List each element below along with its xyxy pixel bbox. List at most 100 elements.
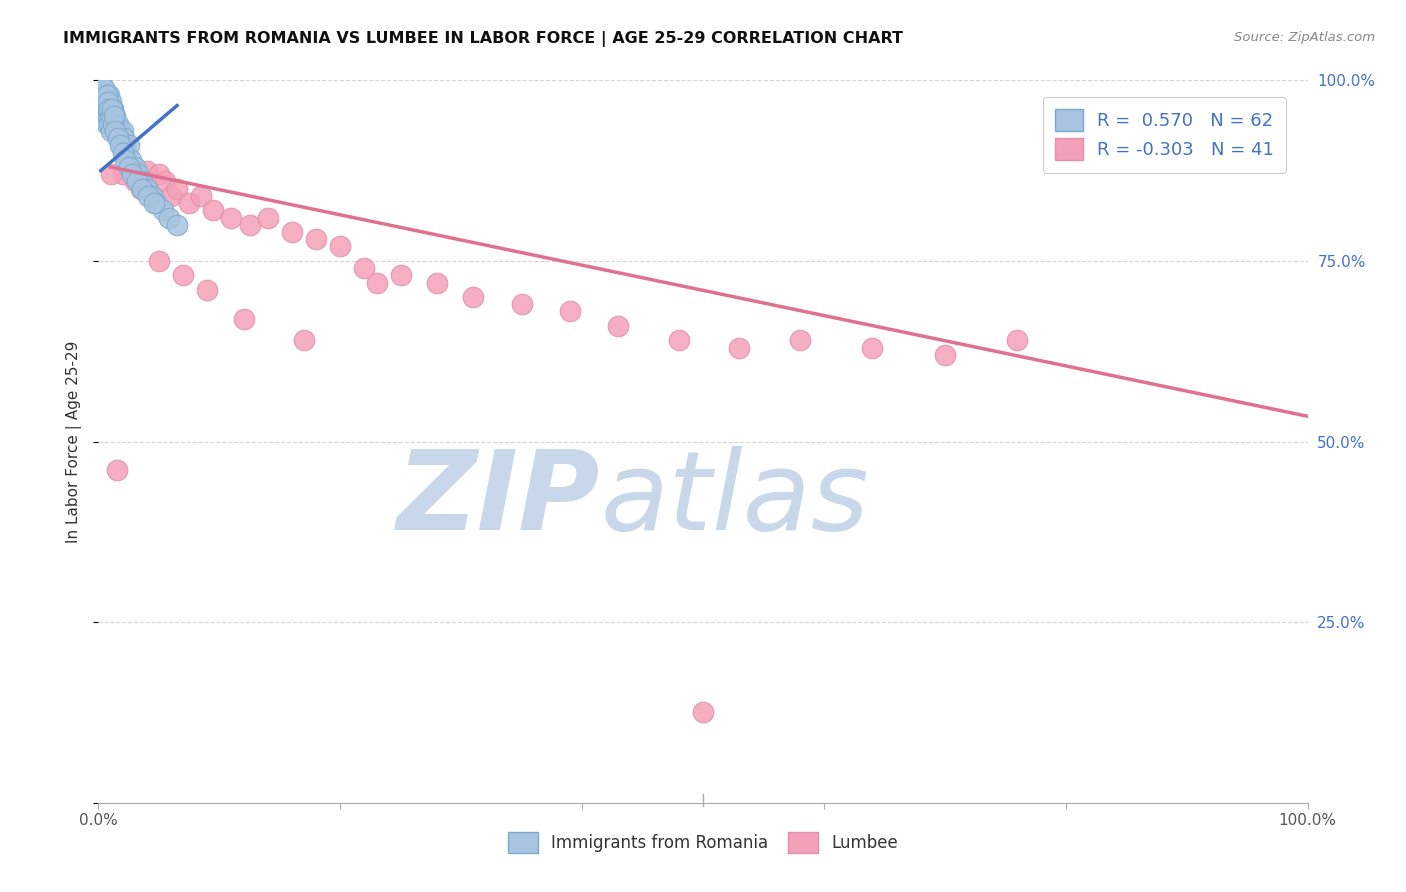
Point: [124, 174, 146, 188]
Point: [136, 189, 159, 203]
Point: [131, 174, 153, 188]
Point: [558, 304, 581, 318]
Point: [100, 95, 122, 109]
Point: [100, 167, 122, 181]
Point: [97, 110, 120, 124]
Point: [353, 261, 375, 276]
Point: [107, 117, 129, 131]
Point: [124, 160, 146, 174]
Point: [118, 160, 141, 174]
Point: [94, 95, 117, 109]
Text: ZIP: ZIP: [396, 446, 600, 553]
Point: [118, 138, 141, 153]
Point: [114, 153, 136, 167]
Point: [143, 196, 166, 211]
Point: [860, 341, 883, 355]
Point: [108, 138, 131, 153]
Text: Source: ZipAtlas.com: Source: ZipAtlas.com: [1234, 31, 1375, 45]
Legend: Immigrants from Romania, Lumbee: Immigrants from Romania, Lumbee: [501, 826, 905, 860]
Point: [105, 463, 128, 477]
Point: [256, 211, 278, 225]
Point: [91, 87, 114, 102]
Point: [142, 189, 165, 203]
Point: [463, 290, 485, 304]
Point: [100, 102, 122, 116]
Point: [232, 311, 254, 326]
Point: [305, 232, 328, 246]
Point: [934, 348, 956, 362]
Point: [101, 117, 124, 131]
Point: [190, 189, 212, 203]
Point: [96, 117, 118, 131]
Point: [728, 341, 751, 355]
Point: [108, 124, 131, 138]
Point: [172, 268, 194, 283]
Point: [100, 110, 122, 124]
Point: [107, 131, 129, 145]
Point: [366, 276, 388, 290]
Point: [90, 95, 112, 109]
Point: [127, 167, 149, 181]
Point: [111, 145, 134, 160]
Point: [129, 182, 152, 196]
Point: [93, 80, 115, 95]
Point: [103, 110, 125, 124]
Point: [179, 196, 201, 211]
Point: [115, 145, 138, 160]
Point: [111, 167, 134, 181]
Point: [112, 131, 135, 145]
Point: [135, 182, 157, 196]
Point: [110, 138, 132, 153]
Point: [329, 239, 352, 253]
Point: [108, 131, 131, 145]
Point: [121, 167, 143, 181]
Point: [120, 153, 142, 167]
Point: [94, 87, 117, 102]
Point: [91, 80, 114, 95]
Point: [1007, 334, 1029, 348]
Point: [100, 124, 122, 138]
Point: [118, 160, 141, 174]
Point: [100, 110, 122, 124]
Point: [692, 706, 714, 720]
Point: [111, 124, 134, 138]
Point: [239, 218, 262, 232]
Point: [103, 117, 125, 131]
Point: [97, 102, 120, 116]
Point: [141, 189, 163, 203]
Point: [281, 225, 304, 239]
Point: [98, 117, 121, 131]
Point: [195, 283, 218, 297]
Point: [97, 95, 120, 109]
Point: [789, 334, 811, 348]
Point: [98, 87, 121, 102]
Point: [96, 95, 118, 109]
Point: [166, 182, 188, 196]
Point: [104, 124, 127, 138]
Point: [152, 203, 174, 218]
Point: [93, 110, 115, 124]
Text: atlas: atlas: [600, 446, 869, 553]
Point: [98, 102, 121, 116]
Point: [96, 87, 118, 102]
Y-axis label: In Labor Force | Age 25-29: In Labor Force | Age 25-29: [66, 341, 82, 542]
Point: [510, 297, 533, 311]
Point: [148, 167, 170, 181]
Point: [202, 203, 225, 218]
Point: [91, 80, 114, 95]
Point: [105, 124, 128, 138]
Point: [131, 182, 153, 196]
Text: IMMIGRANTS FROM ROMANIA VS LUMBEE IN LABOR FORCE | AGE 25-29 CORRELATION CHART: IMMIGRANTS FROM ROMANIA VS LUMBEE IN LAB…: [63, 31, 903, 47]
Point: [101, 102, 124, 116]
Point: [93, 95, 115, 109]
Point: [426, 276, 449, 290]
Point: [389, 268, 412, 283]
Point: [127, 174, 149, 188]
Point: [153, 174, 176, 188]
Point: [160, 189, 183, 203]
Point: [114, 138, 136, 153]
Point: [668, 334, 690, 348]
Point: [148, 253, 170, 268]
Point: [135, 163, 157, 178]
Point: [104, 110, 127, 124]
